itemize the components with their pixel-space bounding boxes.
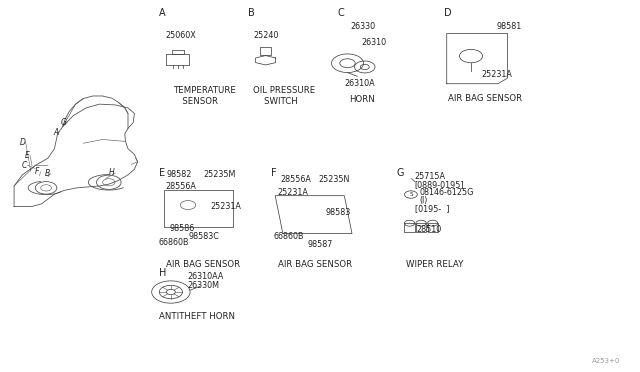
Text: A: A xyxy=(53,128,58,137)
Text: HORN: HORN xyxy=(349,95,374,104)
Text: 98581: 98581 xyxy=(497,22,522,31)
Text: 98586: 98586 xyxy=(170,224,195,233)
Bar xyxy=(164,190,233,227)
Text: AIR BAG SENSOR: AIR BAG SENSOR xyxy=(166,260,241,269)
Text: 26310AA: 26310AA xyxy=(187,272,223,281)
Text: 26310: 26310 xyxy=(362,38,387,47)
Text: 98582: 98582 xyxy=(166,170,192,179)
Text: H: H xyxy=(159,268,166,278)
Text: AIR BAG SENSOR: AIR BAG SENSOR xyxy=(278,260,353,269)
Text: 25231A: 25231A xyxy=(210,202,241,211)
Text: 25231A: 25231A xyxy=(481,70,512,79)
Text: 98583C: 98583C xyxy=(189,232,220,241)
Text: [0889-0195]: [0889-0195] xyxy=(415,180,465,189)
Bar xyxy=(416,223,426,232)
Text: E: E xyxy=(24,151,29,160)
Text: WIPER RELAY: WIPER RELAY xyxy=(406,260,464,269)
Text: 26310A: 26310A xyxy=(344,79,375,88)
Text: AIR BAG SENSOR: AIR BAG SENSOR xyxy=(448,94,522,103)
Bar xyxy=(404,223,415,232)
Text: 25715A: 25715A xyxy=(415,172,445,181)
Text: B: B xyxy=(45,169,50,178)
Text: 28510: 28510 xyxy=(416,225,441,234)
Text: 26330: 26330 xyxy=(351,22,376,31)
Text: 25235M: 25235M xyxy=(204,170,236,179)
Text: G: G xyxy=(397,168,404,178)
Text: 98587: 98587 xyxy=(307,240,333,248)
Text: 28556A: 28556A xyxy=(280,174,311,183)
Text: F: F xyxy=(35,167,39,176)
Text: 66860B: 66860B xyxy=(273,232,304,241)
Text: TEMPERATURE
   SENSOR: TEMPERATURE SENSOR xyxy=(174,86,237,106)
Bar xyxy=(260,47,271,55)
Text: H: H xyxy=(109,169,115,177)
Bar xyxy=(172,50,184,54)
Text: A: A xyxy=(159,7,165,17)
Text: [0195-  ]: [0195- ] xyxy=(415,204,449,213)
Text: E: E xyxy=(159,168,165,178)
Text: 25231A: 25231A xyxy=(277,187,308,196)
Text: (I): (I) xyxy=(419,196,428,205)
Text: 66860B: 66860B xyxy=(159,238,189,247)
Text: F: F xyxy=(271,168,276,178)
Text: B: B xyxy=(248,7,255,17)
Text: 08146-6125G: 08146-6125G xyxy=(419,188,474,197)
Text: C: C xyxy=(22,161,27,170)
Text: OIL PRESSURE
    SWITCH: OIL PRESSURE SWITCH xyxy=(253,86,315,106)
Text: 28556A: 28556A xyxy=(165,182,196,190)
Text: 25235N: 25235N xyxy=(319,174,350,183)
Text: D: D xyxy=(444,7,451,17)
Text: 25240: 25240 xyxy=(253,31,279,40)
Text: A253+0: A253+0 xyxy=(593,358,621,364)
Bar xyxy=(166,54,189,65)
Text: ANTITHEFT HORN: ANTITHEFT HORN xyxy=(159,312,235,321)
Text: G: G xyxy=(61,118,67,126)
Bar xyxy=(428,223,438,232)
Text: S: S xyxy=(409,192,413,197)
Text: D: D xyxy=(19,138,26,147)
Text: 25060X: 25060X xyxy=(165,31,196,40)
Text: 98583: 98583 xyxy=(325,208,350,217)
Text: C: C xyxy=(337,7,344,17)
Text: 26330M: 26330M xyxy=(187,281,219,290)
